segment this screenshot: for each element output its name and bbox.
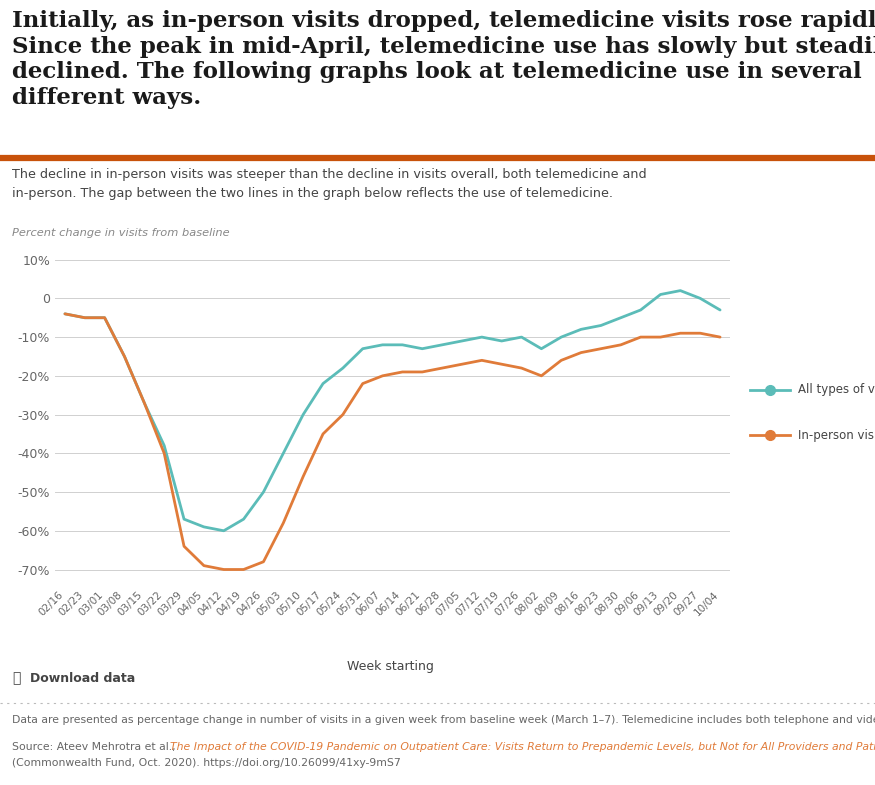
Text: Data are presented as percentage change in number of visits in a given week from: Data are presented as percentage change …	[12, 715, 875, 725]
Text: All types of visits: All types of visits	[798, 384, 875, 396]
Text: The Impact of the COVID-19 Pandemic on Outpatient Care: Visits Return to Prepand: The Impact of the COVID-19 Pandemic on O…	[170, 742, 875, 752]
Text: Source: Ateev Mehrotra et al.,: Source: Ateev Mehrotra et al.,	[12, 742, 179, 752]
Text: Download data: Download data	[30, 671, 136, 685]
Text: (Commonwealth Fund, Oct. 2020). https://doi.org/10.26099/41xy-9mS7: (Commonwealth Fund, Oct. 2020). https://…	[12, 758, 401, 768]
Text: In-person visits only: In-person visits only	[798, 429, 875, 441]
Text: Initially, as in-person visits dropped, telemedicine visits rose rapidly.
Since : Initially, as in-person visits dropped, …	[12, 10, 875, 109]
Text: Week starting: Week starting	[346, 660, 433, 673]
Text: ⤓: ⤓	[12, 671, 20, 685]
Text: The decline in in-person visits was steeper than the decline in visits overall, : The decline in in-person visits was stee…	[12, 168, 647, 199]
Text: Percent change in visits from baseline: Percent change in visits from baseline	[12, 228, 229, 238]
